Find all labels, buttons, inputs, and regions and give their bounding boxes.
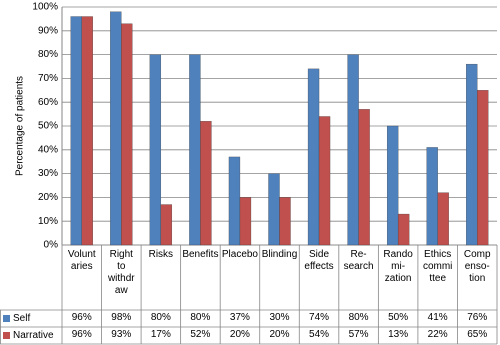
y-tick-label: 60% (38, 97, 58, 108)
table-value: 41% (427, 312, 448, 323)
category-label: Comp enso- tion (463, 249, 491, 284)
bar (466, 63, 478, 246)
bar (121, 23, 133, 246)
table-value: 80% (348, 312, 369, 323)
bar (200, 121, 212, 246)
table-value: 13% (388, 329, 409, 340)
bar (397, 213, 410, 246)
category-label: Benefits (182, 249, 219, 260)
bar (160, 204, 173, 246)
bar (268, 173, 280, 246)
table-value: 96% (71, 312, 92, 323)
table-value: 76% (467, 312, 488, 323)
table-value: 22% (427, 329, 448, 340)
table-value: 30% (269, 312, 290, 323)
y-tick-label: 30% (38, 168, 58, 179)
table-value: 37% (229, 312, 250, 323)
table-value: 57% (348, 329, 369, 340)
y-axis-label: Percentage of patients (15, 76, 26, 176)
legend-label: Self (13, 313, 31, 324)
table-value: 17% (150, 329, 171, 340)
bar (318, 116, 331, 246)
table-value: 98% (111, 312, 132, 323)
table-value: 80% (190, 312, 211, 323)
bar (347, 54, 359, 246)
y-tick-label: 80% (38, 49, 58, 60)
category-label: Risks (148, 249, 174, 260)
y-tick-label: 0% (44, 240, 59, 251)
y-tick-label: 20% (38, 192, 58, 203)
bar (149, 54, 162, 246)
category-label: Right to withdr aw (107, 249, 135, 296)
category-label: Blinding (261, 249, 298, 260)
legend-entry: Narrative (0, 327, 62, 344)
bar (228, 156, 241, 246)
category-label: Re- search (343, 249, 374, 272)
legend-label: Narrative (13, 330, 54, 341)
y-tick-label: 90% (38, 25, 58, 36)
bar (279, 197, 291, 246)
bar (426, 147, 438, 246)
table-value: 20% (229, 329, 250, 340)
table-value: 52% (190, 329, 211, 340)
bar (239, 197, 252, 246)
table-value: 93% (111, 329, 132, 340)
y-tick-label: 70% (38, 73, 58, 84)
bar (386, 125, 399, 246)
table-value: 96% (71, 329, 92, 340)
y-tick-label: 100% (32, 2, 58, 13)
table-value: 74% (309, 312, 330, 323)
table-value: 80% (150, 312, 171, 323)
category-label: Placebo (221, 249, 258, 260)
table-value: 20% (269, 329, 290, 340)
y-tick-label: 50% (38, 121, 58, 132)
bar (477, 90, 489, 246)
y-tick-label: 10% (38, 216, 58, 227)
y-tick-label: 40% (38, 144, 58, 155)
bar (81, 16, 93, 246)
category-label: Ethics commi ttee (422, 249, 453, 284)
legend-swatch (3, 331, 10, 339)
bar (110, 11, 122, 246)
legend-entry: Self (0, 310, 62, 327)
category-label: Side effects (304, 249, 334, 272)
legend-swatch (3, 314, 10, 322)
bar (189, 54, 201, 246)
category-label: Volunt aries (67, 249, 96, 272)
bar (307, 68, 320, 246)
category-label: Rando mi- zation (383, 249, 413, 284)
table-value: 65% (467, 329, 488, 340)
bar (358, 109, 370, 246)
table-value: 54% (309, 329, 330, 340)
bar (70, 16, 82, 246)
bar (437, 192, 449, 246)
table-value: 50% (388, 312, 409, 323)
